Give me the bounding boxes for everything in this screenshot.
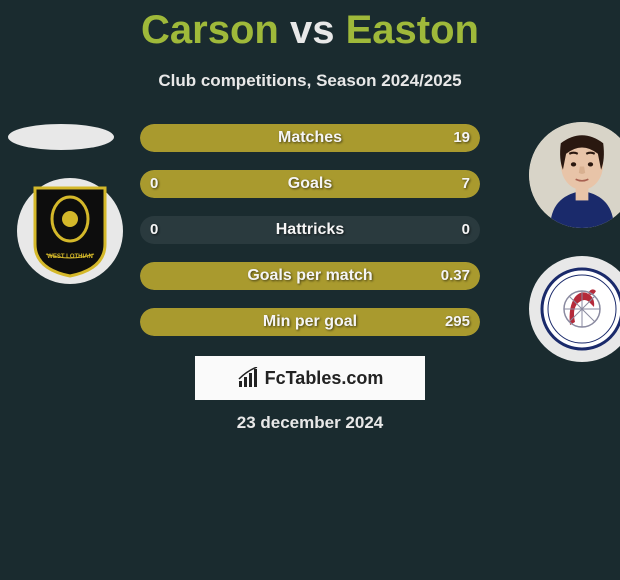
club1-badge: WEST LOTHIAN (17, 178, 123, 284)
stat-value-right: 0.37 (441, 262, 470, 290)
stat-value-right: 7 (462, 170, 470, 198)
svg-text:WEST LOTHIAN: WEST LOTHIAN (47, 254, 93, 260)
stat-row-hattricks: 0 Hattricks 0 (140, 216, 480, 244)
watermark-text: FcTables.com (265, 368, 384, 389)
player1-name: Carson (141, 8, 279, 52)
watermark: FcTables.com (195, 356, 425, 400)
date: 23 december 2024 (0, 413, 620, 433)
stat-row-mpg: Min per goal 295 (140, 308, 480, 336)
player2-name: Easton (346, 8, 479, 52)
stat-value-right: 19 (453, 124, 470, 152)
stat-label: Hattricks (140, 216, 480, 244)
stat-label: Min per goal (140, 308, 480, 336)
club2-badge (529, 256, 620, 362)
player2-avatar (529, 122, 620, 228)
player1-avatar (8, 124, 114, 150)
stat-label: Matches (140, 124, 480, 152)
stat-value-right: 0 (462, 216, 470, 244)
stat-row-gpm: Goals per match 0.37 (140, 262, 480, 290)
stat-row-matches: Matches 19 (140, 124, 480, 152)
stat-label: Goals per match (140, 262, 480, 290)
chart-icon (237, 367, 259, 389)
stat-row-goals: 0 Goals 7 (140, 170, 480, 198)
stat-label: Goals (140, 170, 480, 198)
subtitle: Club competitions, Season 2024/2025 (0, 71, 620, 91)
stats-container: Matches 19 0 Goals 7 0 Hattricks 0 Goals… (140, 124, 480, 354)
vs-text: vs (290, 8, 335, 52)
stat-value-right: 295 (445, 308, 470, 336)
comparison-title: Carson vs Easton (0, 0, 620, 53)
